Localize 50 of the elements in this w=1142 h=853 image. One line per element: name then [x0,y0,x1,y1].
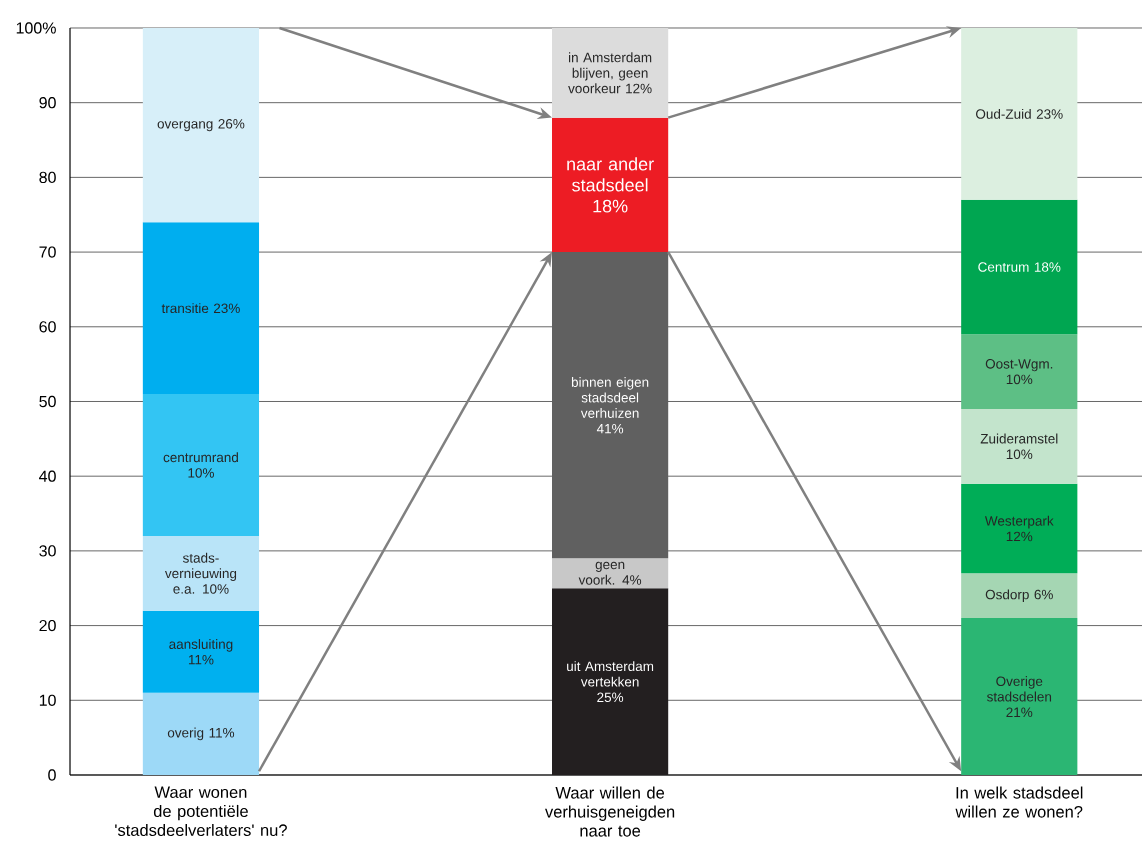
bar [142,610,260,693]
data-label: overgang 26% [157,118,245,132]
data-label: overig 11% [167,727,235,741]
y-tick-label: 0 [48,769,56,781]
bar [142,535,260,611]
bar [552,588,669,775]
data-label: Zuideramstel 10% [980,433,1058,460]
data-label: in Amsterdam blijven, geen voorkeur 12% [568,52,652,94]
bar [552,117,669,253]
data-label: Centrum 18% [978,262,1061,272]
bar [961,618,1078,775]
y-tick-label: 50 [39,395,56,408]
bar [961,334,1078,409]
y-tick-label: 40 [39,470,56,482]
data-label: binnen eigen stadsdeel verhuizen 41% [571,377,649,434]
data-label: stads- vernieuwing e.a. 10% [164,552,237,594]
y-tick-label: 20 [39,619,56,632]
bar [552,558,669,589]
data-label: Oost-Wgm. 10% [985,359,1053,385]
x-tick-label: In welk stadsdeel willen ze wonen? [955,786,1083,818]
y-tick-label: 60 [39,321,56,333]
y-tick-label: 30 [39,545,56,557]
y-tick-label: 90 [39,97,56,109]
y-tick-label: 80 [39,171,56,184]
y-tick-label: 10 [39,694,56,706]
x-tick-label: Waar willen de verhuisgeneigden naar toe [545,786,675,837]
data-label: centrumrand 10% [163,452,238,478]
bar [961,483,1078,574]
data-label: uit Amsterdam vertekken 25% [567,661,654,703]
data-label: Oud-Zuid 23% [976,108,1063,119]
bar [142,222,260,395]
bar [961,199,1078,335]
bar [142,27,260,223]
data-label: Overige stadsdelen 21% [987,676,1052,717]
data-label: Westerpark 12% [984,515,1054,542]
bar [961,573,1078,619]
bar [142,394,260,536]
data-label: aansluiting 11% [169,639,233,665]
bar [961,408,1078,484]
data-label: Osdorp 6% [985,589,1053,602]
x-tick-label: Waar wonen de potentiële 'stadsdeelverlaters' nu? [115,786,287,837]
y-tick-label: 70 [39,246,56,258]
bar [142,692,260,775]
bar [961,27,1078,200]
data-label: geen voork. 4% [578,561,642,585]
bar [552,252,669,559]
data-label: transitie 23% [161,303,240,314]
y-tick-label: 100% [16,22,56,34]
bar [552,27,669,118]
data-label: naar ander stadsdeel 18% [567,157,654,213]
